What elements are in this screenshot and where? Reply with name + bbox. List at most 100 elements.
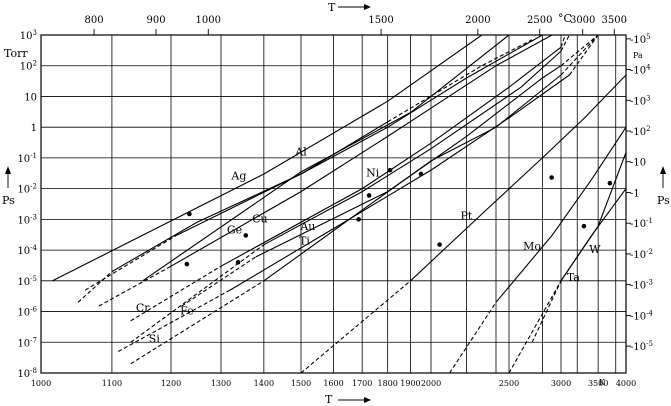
series-label-cu: Cu bbox=[252, 212, 268, 225]
curve-pt-solid-phase bbox=[300, 280, 411, 373]
right-tick-label: -1 bbox=[630, 188, 640, 199]
melting-points bbox=[184, 167, 613, 267]
curves bbox=[52, 35, 626, 373]
right-tick-label: -104 bbox=[630, 64, 651, 77]
melting-point-ag bbox=[187, 211, 192, 217]
left-tick-label: 10 bbox=[24, 92, 37, 103]
bottom-axis-title: T bbox=[325, 393, 333, 406]
series-label-pt: Pt bbox=[461, 209, 473, 222]
top-axis-title: T bbox=[328, 1, 336, 14]
melting-point-pt bbox=[437, 242, 442, 247]
curve-ge bbox=[176, 35, 543, 236]
series-label-ni: Ni bbox=[366, 166, 380, 179]
curve-ag bbox=[52, 35, 483, 282]
axis-ticks: 10310210110-110-210-310-410-510-610-710-… bbox=[17, 15, 653, 388]
curve-pt bbox=[410, 74, 626, 282]
melting-point-ni bbox=[366, 193, 372, 198]
curve-ni-extrapolated bbox=[560, 35, 570, 52]
melting-point-si bbox=[356, 217, 361, 222]
curve-al bbox=[142, 35, 510, 282]
grid bbox=[40, 34, 627, 374]
curve-fe-extrapolated bbox=[568, 35, 599, 76]
left-tick-label: 102 bbox=[20, 60, 37, 73]
right-tick-label: -10-5 bbox=[630, 340, 653, 353]
top-tick-label: 1500 bbox=[368, 15, 393, 26]
bottom-axis-unit: K bbox=[599, 378, 606, 387]
curve-si-solid-phase bbox=[130, 280, 265, 365]
melting-point-cr bbox=[184, 261, 190, 267]
curve-ti bbox=[255, 65, 562, 258]
top-tick-label: 2500 bbox=[527, 15, 552, 26]
left-tick-label: 10-1 bbox=[17, 152, 37, 165]
left-tick-label: 10-4 bbox=[17, 244, 37, 257]
series-labels: Ag Al Cr Ge Cu Au Fe Ni Ti Si Pt Mo Ta W bbox=[136, 145, 601, 345]
curve-mo bbox=[495, 126, 626, 303]
top-axis-arrow bbox=[338, 4, 371, 10]
curve-cu-solid-phase bbox=[98, 265, 172, 307]
left-tick-label: 103 bbox=[20, 29, 37, 42]
curve-ni bbox=[263, 50, 562, 246]
melting-point-au bbox=[235, 260, 241, 265]
left-tick-label: 10-3 bbox=[17, 213, 37, 226]
bottom-tick-label: 1800 bbox=[377, 379, 397, 388]
bottom-tick-label: 2000 bbox=[421, 379, 441, 388]
top-tick-label: 1000 bbox=[196, 15, 221, 26]
svg-text:Ps: Ps bbox=[2, 194, 15, 207]
left-tick-label: 10-6 bbox=[17, 306, 37, 319]
right-tick-label: -10-4 bbox=[630, 309, 653, 322]
right-tick-label: -10-2 bbox=[630, 248, 653, 261]
bottom-axis-arrow bbox=[338, 397, 371, 403]
top-tick-label: 3000 bbox=[570, 15, 595, 26]
curve-si-extrapolated bbox=[560, 35, 599, 76]
bottom-tick-label: 2500 bbox=[499, 379, 519, 388]
bottom-tick-label: 1600 bbox=[323, 379, 343, 388]
right-tick-label: -105 bbox=[630, 33, 651, 46]
bottom-tick-label: 3000 bbox=[551, 379, 571, 388]
series-label-ti: Ti bbox=[299, 235, 310, 248]
curve-ge-solid-phase bbox=[84, 234, 177, 291]
left-axis-label: Ps bbox=[2, 166, 15, 207]
right-axis-label: Ps bbox=[657, 166, 670, 207]
series-label-al: Al bbox=[294, 145, 307, 158]
melting-point-mo bbox=[549, 175, 554, 180]
right-tick-label: -103 bbox=[630, 94, 651, 107]
series-label-ta: Ta bbox=[567, 271, 580, 284]
curve-au bbox=[220, 46, 562, 267]
bottom-tick-label: 4000 bbox=[616, 379, 636, 388]
svg-text:Ps: Ps bbox=[657, 194, 670, 207]
left-tick-label: 10-8 bbox=[17, 367, 37, 380]
curve-au-extrapolated bbox=[560, 35, 566, 48]
left-tick-label: 10-7 bbox=[17, 336, 37, 349]
bottom-tick-label: 1100 bbox=[102, 379, 122, 388]
melting-point-ta bbox=[581, 223, 587, 229]
left-tick-label: 1 bbox=[31, 123, 37, 134]
left-tick-label: 10-5 bbox=[17, 275, 37, 288]
bottom-tick-label: 1400 bbox=[254, 379, 274, 388]
right-axis-unit: Pa bbox=[633, 51, 643, 60]
right-tick-label: -10-3 bbox=[630, 279, 653, 292]
right-tick-label: -10-1 bbox=[630, 217, 653, 230]
bottom-tick-label: 1000 bbox=[31, 379, 51, 388]
melting-point-ti bbox=[418, 171, 424, 177]
bottom-tick-label: 1300 bbox=[211, 379, 231, 388]
series-label-fe: Fe bbox=[180, 305, 194, 318]
bottom-tick-label: 1200 bbox=[161, 379, 181, 388]
curve-fe bbox=[229, 74, 570, 291]
series-label-si: Si bbox=[149, 332, 161, 345]
curve-au-solid-phase bbox=[130, 265, 222, 322]
melting-point-fe bbox=[387, 167, 393, 173]
curve-ti-solid-phase bbox=[181, 256, 257, 307]
series-label-mo: Mo bbox=[523, 240, 541, 253]
top-tick-label: 800 bbox=[85, 15, 104, 26]
curve-cr bbox=[111, 121, 388, 273]
bottom-tick-label: 1500 bbox=[291, 379, 311, 388]
series-label-ge: Ge bbox=[227, 223, 242, 236]
top-tick-label: 900 bbox=[146, 15, 165, 26]
left-tick-label: 10-2 bbox=[17, 183, 37, 196]
curve-cu bbox=[170, 35, 553, 267]
right-tick-label: -102 bbox=[630, 125, 651, 138]
top-axis-unit: °C bbox=[558, 12, 572, 25]
curve-ti-extrapolated bbox=[560, 35, 599, 67]
left-axis-unit: Torr bbox=[4, 47, 28, 60]
